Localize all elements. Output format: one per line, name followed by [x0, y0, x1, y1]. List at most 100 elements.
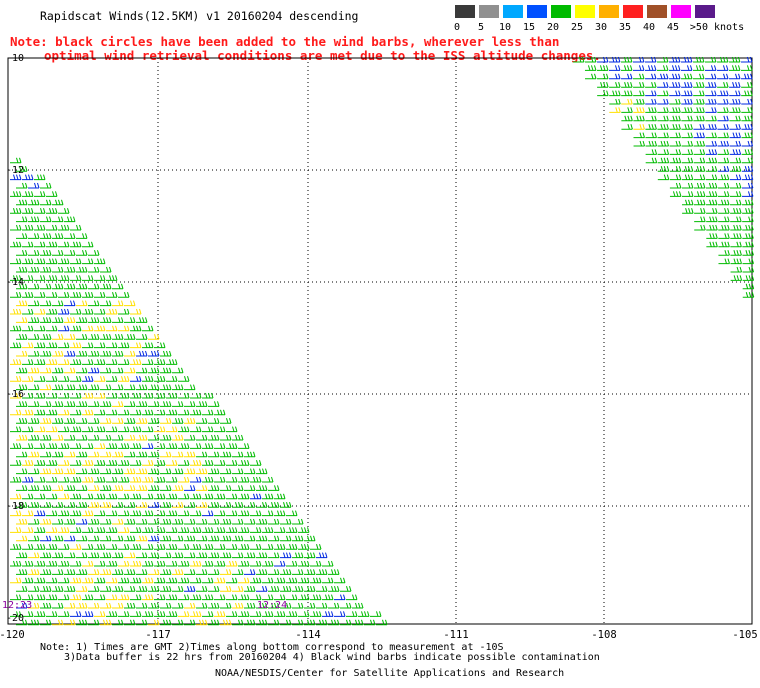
wind-barb [286, 510, 298, 517]
wind-barb [88, 418, 100, 424]
wind-barb [52, 401, 64, 407]
wind-barb [154, 577, 166, 584]
wind-barb [28, 216, 40, 223]
wind-barb [262, 510, 274, 517]
wind-barb [40, 569, 52, 575]
wind-barb [94, 476, 106, 483]
wind-barb [106, 460, 118, 466]
wind-barb [34, 510, 46, 517]
wind-barb [202, 493, 214, 500]
wind-barb [142, 544, 154, 550]
wind-barb [112, 569, 124, 575]
wind-barb [172, 468, 184, 475]
wind-barb [621, 82, 633, 88]
wind-barb [76, 569, 88, 575]
wind-barb [597, 73, 609, 80]
wind-barb [232, 602, 244, 609]
wind-barb [178, 527, 190, 533]
wind-barb [741, 73, 753, 80]
wind-barb [58, 208, 70, 214]
wind-barb [681, 82, 693, 88]
time-label-left: 12:23 [2, 600, 33, 611]
wind-barb [100, 518, 112, 525]
wind-barb [130, 493, 142, 500]
wind-barb [705, 157, 718, 164]
wind-barb [274, 560, 286, 567]
wind-barb [202, 527, 214, 533]
wind-barb [172, 518, 184, 525]
wind-barb [729, 107, 741, 113]
wind-barb [304, 602, 316, 609]
wind-barb [142, 460, 154, 466]
wind-barb [250, 510, 262, 517]
wind-barb [94, 577, 106, 584]
wind-barb [10, 208, 22, 214]
wind-barb [693, 157, 706, 164]
wind-barb [190, 594, 202, 601]
wind-barb [22, 493, 34, 500]
wind-barb [124, 350, 136, 357]
wind-barb [268, 552, 280, 559]
wind-barb [716, 56, 729, 63]
wind-barb [70, 476, 82, 483]
wind-barb [226, 560, 238, 567]
wind-barb [172, 418, 184, 424]
wind-barb [202, 510, 214, 517]
wind-barb [82, 510, 94, 517]
wind-barb [28, 182, 40, 189]
wind-barb [16, 401, 28, 407]
wind-barb [34, 594, 46, 601]
wind-barb [130, 426, 142, 433]
wind-barb [16, 334, 28, 340]
wind-barb [166, 611, 178, 617]
wind-barb [10, 443, 22, 449]
wind-barb [196, 619, 208, 626]
wind-barb [88, 401, 100, 407]
wind-barb [112, 418, 124, 424]
wind-barb [645, 90, 657, 97]
wind-barb [10, 510, 22, 517]
wind-barb [88, 602, 100, 609]
wind-barb [76, 266, 88, 273]
wind-barb [681, 140, 694, 147]
wind-barb [10, 493, 22, 500]
wind-barb [112, 468, 124, 475]
wind-barb [10, 308, 22, 315]
wind-barb [70, 224, 82, 231]
wind-barb [34, 325, 46, 332]
wind-barb [184, 485, 196, 491]
wind-barb [70, 510, 82, 517]
wind-barb [76, 451, 88, 458]
wind-barb [694, 216, 706, 223]
wind-barb [106, 275, 118, 281]
wind-barb [292, 552, 304, 559]
wind-barb [70, 392, 82, 399]
wind-barb [298, 577, 310, 584]
wind-barb [729, 98, 741, 105]
wind-barb [16, 468, 28, 475]
wind-barb [112, 552, 124, 559]
wind-barb [220, 586, 232, 592]
wind-barb [292, 569, 304, 575]
wind-barb [220, 569, 232, 575]
wind-barb [184, 384, 196, 391]
legend-label: 45 [666, 22, 680, 33]
wind-barb [681, 107, 693, 113]
wind-barb [274, 577, 286, 584]
wind-barb [28, 317, 40, 323]
wind-barb [172, 602, 184, 609]
wind-barb [94, 292, 106, 298]
wind-barb [118, 292, 130, 298]
wind-barb [226, 426, 238, 433]
wind-barb [706, 224, 718, 231]
wind-barb [172, 586, 184, 592]
wind-barb [82, 308, 94, 315]
wind-barb [82, 560, 94, 567]
wind-barb [112, 350, 124, 357]
wind-barb [669, 73, 681, 80]
wind-barb [633, 140, 646, 147]
wind-barb [232, 518, 244, 525]
wind-barb [124, 468, 136, 475]
wind-barb [112, 451, 124, 458]
wind-barb [46, 527, 58, 533]
